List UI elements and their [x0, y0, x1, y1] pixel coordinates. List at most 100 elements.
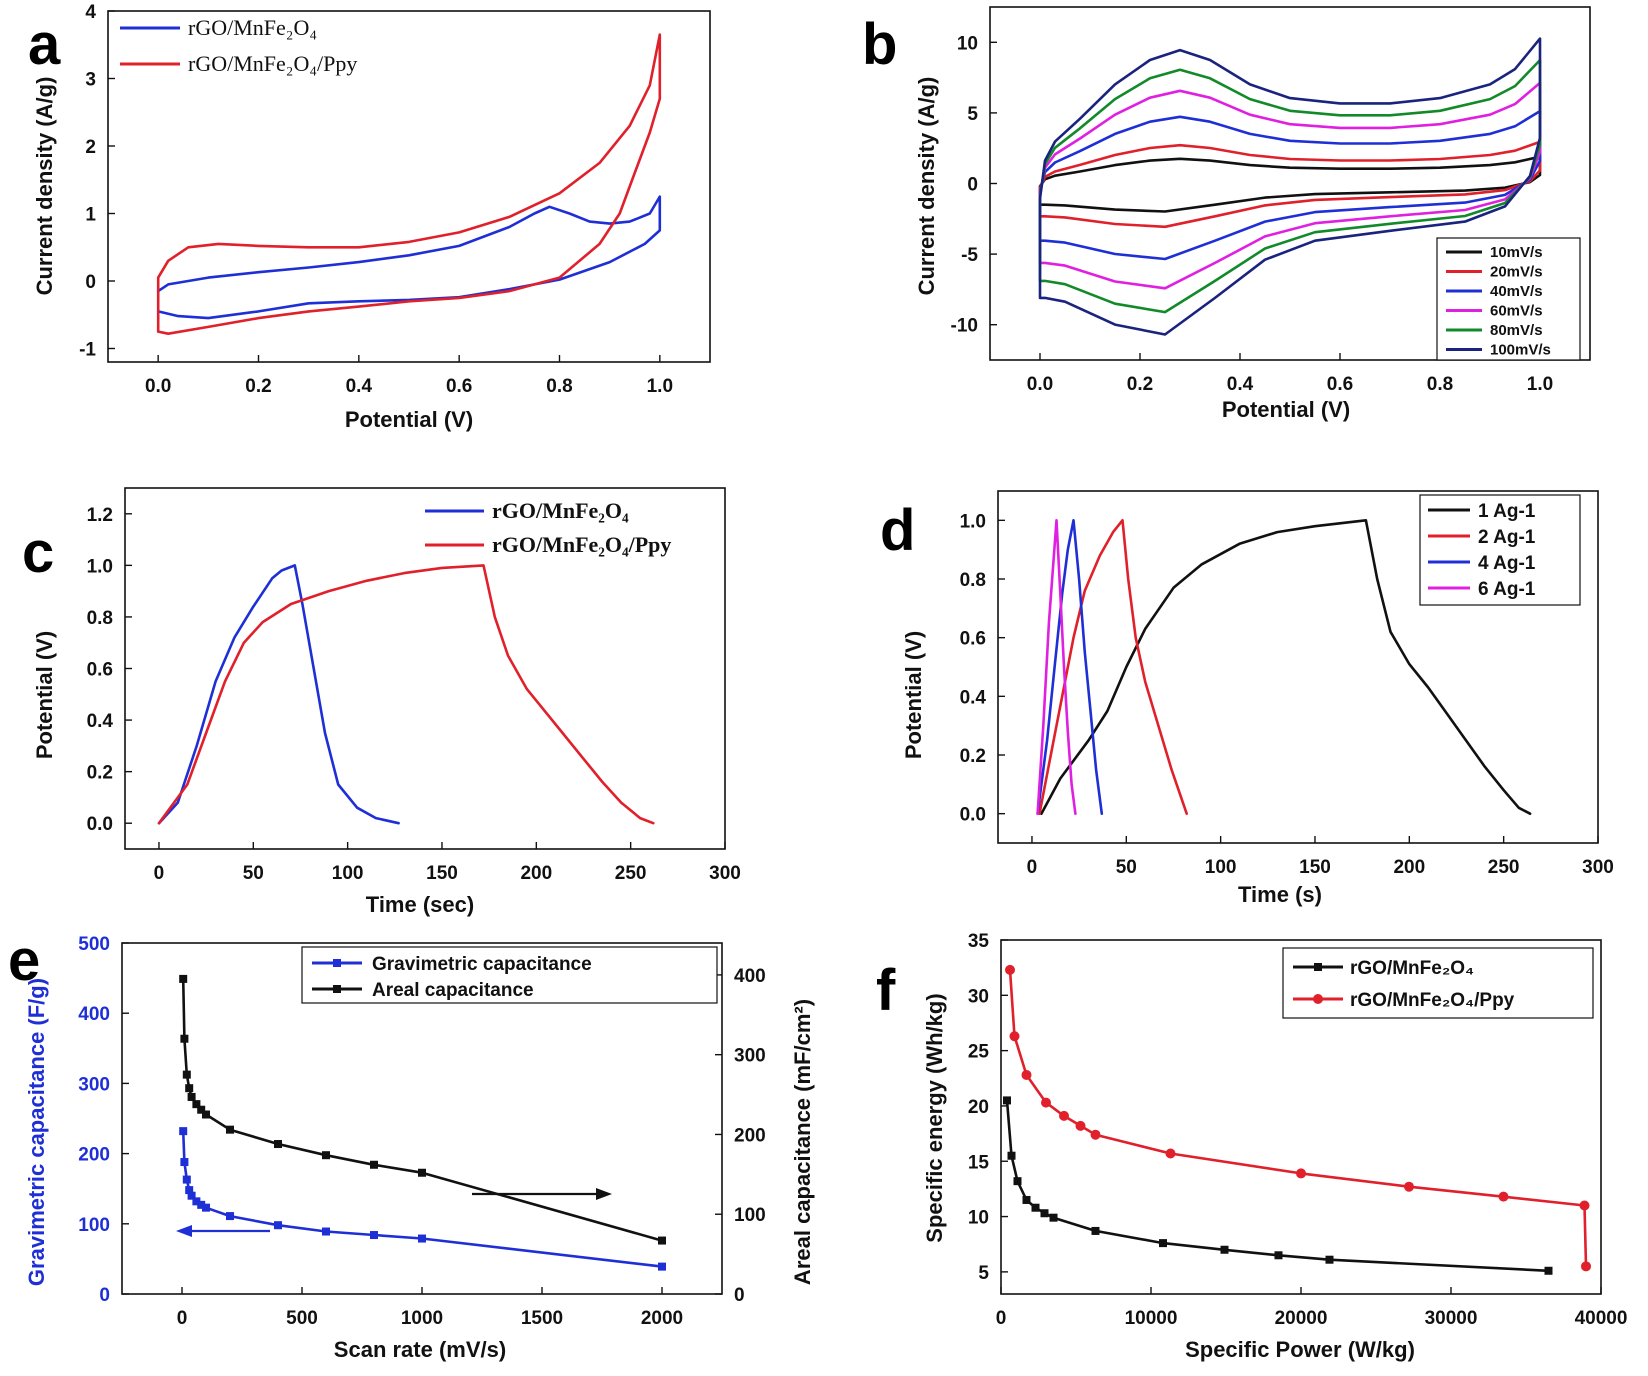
panel-c-ytick-label-2: 0.4: [87, 711, 114, 732]
panel-e-series-1-point-7: [202, 1110, 210, 1119]
panel-d-series-1: [1038, 519, 1188, 815]
panel-f-series-1-point-12: [1581, 1261, 1591, 1272]
panel-c-series-0: [157, 564, 400, 825]
panel-f-xtick-label-4: 40000: [1575, 1308, 1628, 1329]
panel-a: a 0.0 0.2 0.4 0.6 0.8 1.0 -1 0 1 2 3 4 Potential (V…: [28, 2, 711, 432]
panel-e-series-1-point-3: [185, 1084, 194, 1093]
panel-b-xtick-label-5: 1.0: [1527, 374, 1553, 395]
panel-d-legend: 1 Ag-1 2 Ag-1 4 Ag-1 6 Ag-1: [1419, 494, 1581, 606]
panel-d-xtick-label-5: 250: [1488, 857, 1520, 878]
panel-f-series-1-point-5: [1075, 1120, 1086, 1131]
panel-a-frame: [107, 10, 711, 363]
panel-c-xtick-label-2: 100: [332, 863, 364, 884]
panel-d-ytick-label-3: 0.6: [960, 629, 986, 650]
panel-e-series-0-point-1: [180, 1158, 189, 1167]
panel-e-ytick-label-3: 300: [78, 1074, 110, 1095]
panel-a-legend: rGO/MnFe₂O₄ rGO/MnFe₂O₄/Ppy: [120, 15, 357, 76]
panel-d-plot: 0 50 100 150 200 250 300 0.0 0.2 0.4 0.6 0.8 1.0: [960, 511, 1614, 878]
panel-c-xtick-label-1: 50: [243, 863, 264, 884]
panel-b-ytick-label-1: -5: [961, 245, 978, 266]
panel-b-series-0: [1038, 155, 1542, 213]
panel-e-series-0-point-10: [322, 1227, 330, 1236]
panel-f-legend: rGO/MnFe₂O₄ rGO/MnFe₂O₄/Ppy: [1282, 947, 1594, 1019]
panel-a-series-0: [156, 195, 662, 320]
panel-f-series-0-point-8: [1159, 1239, 1167, 1248]
panel-e-series-1-point-6: [197, 1105, 206, 1114]
panel-e-series-0-point-12: [418, 1234, 426, 1243]
panel-f-xtick-label-2: 20000: [1275, 1308, 1328, 1329]
panel-e-xlabel: Scan rate (mV/s): [334, 1337, 506, 1362]
panel-f-series-0-point-7: [1091, 1226, 1100, 1235]
panel-d-legend-label-3: 6 Ag-1: [1478, 579, 1536, 600]
panel-e-series-1-point-9: [274, 1140, 282, 1149]
panel-c-ytick-label-5: 1.0: [87, 556, 113, 577]
panel-c-ytick-label-0: 0.0: [87, 814, 113, 835]
panel-a-xtick-label-3: 0.6: [446, 376, 472, 397]
panel-b-series-3: [1038, 81, 1542, 290]
panel-c-plot: 0 50 100 150 200 250 300 0.0 0.2 0.4 0.6 0.8 1.0 1.2: [87, 505, 741, 884]
panel-d-xtick-label-4: 200: [1393, 857, 1425, 878]
panel-e-series-1-point-5: [192, 1100, 201, 1109]
panel-a-xlabel: Potential (V): [345, 407, 473, 432]
panel-b-ytick-label-3: 5: [967, 104, 978, 125]
panel-e-ytick-label-2: 200: [78, 1145, 110, 1166]
panel-b-legend-label-3: 60mV/s: [1490, 303, 1543, 320]
panel-c-ytick-label-3: 0.6: [87, 660, 113, 681]
panel-e-series-0-point-11: [370, 1231, 378, 1240]
panel-f-series-0-point-3: [1022, 1195, 1031, 1204]
panel-f-series-0-point-11: [1325, 1255, 1334, 1264]
panel-e-ytick-label-1: 100: [78, 1215, 110, 1236]
panel-f-series-0-point-2: [1013, 1177, 1022, 1186]
panel-e-series-0-point-0: [179, 1127, 188, 1136]
panel-f-series-0-point-5: [1040, 1209, 1049, 1218]
panel-d-xtick-label-2: 100: [1205, 857, 1237, 878]
panel-b-xtick-label-1: 0.2: [1127, 374, 1153, 395]
panel-e-xtick-label-1: 500: [286, 1308, 318, 1329]
panel-e-legend-label-1: Areal capacitance: [372, 980, 534, 1001]
panel-e-legend-label-0: Gravimetric capacitance: [372, 954, 592, 975]
panel-e-series-0-point-9: [274, 1221, 282, 1230]
panel-f-series-1-point-4: [1059, 1110, 1069, 1121]
panel-f-ytick-label-0: 5: [978, 1263, 989, 1284]
panel-a-ytick-label-2: 1: [85, 205, 96, 226]
panel-b-ytick-label-0: -10: [951, 316, 978, 337]
panel-d-ylabel: Potential (V): [901, 631, 926, 759]
panel-e-series-0-point-5: [192, 1197, 201, 1206]
panel-e-series-0-point-8: [226, 1212, 234, 1221]
panel-f-series-1-point-9: [1404, 1181, 1414, 1192]
panel-e-xtick-label-3: 1500: [521, 1308, 563, 1329]
panel-f-series-1-point-10: [1498, 1191, 1509, 1202]
panel-e-ytick-label-5: 500: [78, 934, 110, 955]
panel-b-xtick-label-2: 0.4: [1227, 374, 1254, 395]
panel-f-ylabel: Specific energy (Wh/kg): [922, 993, 947, 1242]
panel-a-series-1: [156, 33, 662, 335]
panel-f-legend-label-0: rGO/MnFe₂O₄: [1350, 958, 1474, 979]
panel-e-arrow-right-head: [596, 1188, 612, 1200]
panel-b-xtick-label-0: 0.0: [1027, 374, 1053, 395]
panel-f-series-1-point-1: [1009, 1031, 1020, 1042]
panel-b-xtick-label-3: 0.6: [1327, 374, 1353, 395]
panel-f-ytick-label-1: 10: [968, 1208, 989, 1229]
panel-f-series-1-point-11: [1579, 1200, 1590, 1211]
panel-letter-b: b: [862, 12, 897, 77]
panel-e: e 0 500 1000 1500 2000 0 100 200 300 400 500 0 100 20…: [8, 928, 815, 1362]
panel-f-series-1-point-8: [1296, 1168, 1306, 1179]
panel-a-legend-label-0: rGO/MnFe₂O₄: [188, 15, 317, 40]
panel-b-legend-label-5: 100mV/s: [1490, 342, 1551, 359]
panel-d-series-3: [1036, 519, 1077, 815]
panel-e-ytick-right-label-4: 400: [734, 966, 766, 987]
panel-a-xtick-label-0: 0.0: [145, 376, 171, 397]
panel-e-legend-marker-0: [333, 959, 341, 967]
panel-d-ytick-label-1: 0.2: [960, 746, 986, 767]
panel-b-legend-label-1: 20mV/s: [1490, 264, 1543, 281]
panel-b-xlabel: Potential (V): [1222, 397, 1350, 422]
panel-b-ytick-label-2: 0: [967, 175, 978, 196]
panel-f-xlabel: Specific Power (W/kg): [1185, 1337, 1415, 1362]
panel-c-xtick-label-4: 200: [520, 863, 552, 884]
panel-d: d 0 50 100 150 200 250 300 0.0 0.2 0.4 0.6 0.8 1.0 T…: [880, 490, 1614, 907]
panel-c-ytick-label-6: 1.2: [87, 505, 113, 526]
panel-e-plot: 0 500 1000 1500 2000 0 100 200 300 400 500 0 100 200 3…: [78, 934, 765, 1329]
panel-f-ytick-label-5: 30: [968, 986, 989, 1007]
panel-d-series-0: [1040, 519, 1532, 815]
panel-letter-f: f: [876, 958, 896, 1023]
